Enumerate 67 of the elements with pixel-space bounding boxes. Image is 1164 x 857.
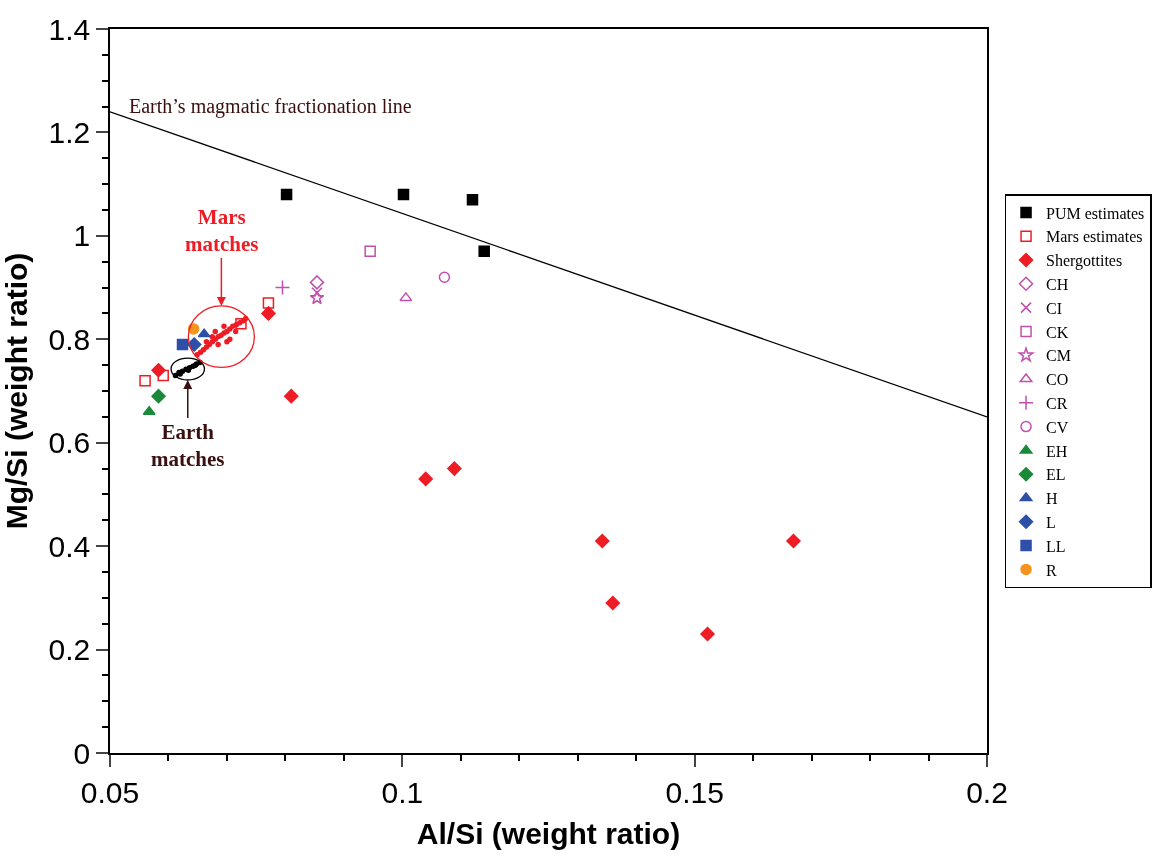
legend-label: H [1046, 490, 1059, 508]
point [280, 188, 293, 201]
annotation: Earth matches [151, 420, 225, 472]
legend-label: CR [1046, 395, 1068, 413]
x-tick-label: 0.2 [966, 775, 1008, 809]
point [418, 471, 433, 487]
point [212, 328, 218, 335]
point [364, 245, 376, 258]
point [232, 328, 239, 335]
point [215, 341, 221, 348]
point [230, 323, 236, 330]
y-tick-label: 1.2 [48, 115, 91, 149]
y-tick-label: 0.8 [48, 322, 91, 356]
point [700, 626, 715, 642]
point [284, 388, 299, 404]
point [274, 279, 291, 296]
point [157, 369, 169, 382]
legend-label: L [1046, 514, 1056, 532]
point [151, 388, 166, 404]
y-axis-title: Mg/Si (weight ratio) [0, 252, 33, 530]
point [261, 306, 276, 321]
y-tick-label: 0 [73, 736, 91, 770]
point [478, 245, 490, 258]
point [309, 290, 325, 305]
x-tick-label: 0.1 [381, 775, 424, 809]
y-tick-label: 1 [73, 219, 91, 253]
point [399, 292, 413, 302]
point [605, 595, 621, 611]
legend-label: Shergottites [1046, 252, 1123, 271]
point [309, 275, 325, 290]
point [397, 188, 410, 201]
annotation: Mars matches [185, 205, 259, 257]
point [176, 338, 189, 351]
point [438, 271, 451, 283]
y-tick-label: 0.4 [48, 529, 91, 563]
point [262, 297, 275, 309]
y-tick-label: 0.2 [48, 633, 91, 667]
x-tick-label: 0.05 [80, 775, 140, 809]
legend-label: LL [1046, 537, 1066, 555]
point [197, 328, 211, 338]
legend-label: PUM estimates [1046, 204, 1145, 222]
legend-label: CM [1046, 347, 1071, 365]
legend-label: CV [1046, 418, 1069, 436]
point [466, 193, 479, 206]
legend-label: CO [1046, 371, 1069, 389]
point [235, 318, 247, 330]
point [151, 363, 166, 378]
point [142, 405, 156, 415]
point [221, 323, 227, 330]
legend-label: CI [1046, 299, 1063, 317]
annotation: Earth’s magmatic fractionation line [129, 95, 412, 118]
legend-label: CH [1046, 276, 1069, 294]
legend-label: R [1046, 561, 1058, 579]
point [227, 326, 233, 332]
point [595, 533, 610, 549]
point [139, 374, 151, 387]
legend-label: CK [1046, 323, 1069, 341]
legend-label: EH [1046, 442, 1068, 460]
point [186, 337, 202, 352]
point [447, 461, 462, 476]
x-axis-title: Al/Si (weight ratio) [416, 816, 681, 850]
y-tick-label: 1.4 [48, 12, 91, 46]
legend-label: Mars estimates [1046, 228, 1143, 246]
legend-label: EL [1046, 466, 1066, 484]
point [786, 533, 801, 549]
y-tick-label: 0.6 [48, 426, 91, 460]
x-tick-label: 0.15 [665, 775, 724, 809]
